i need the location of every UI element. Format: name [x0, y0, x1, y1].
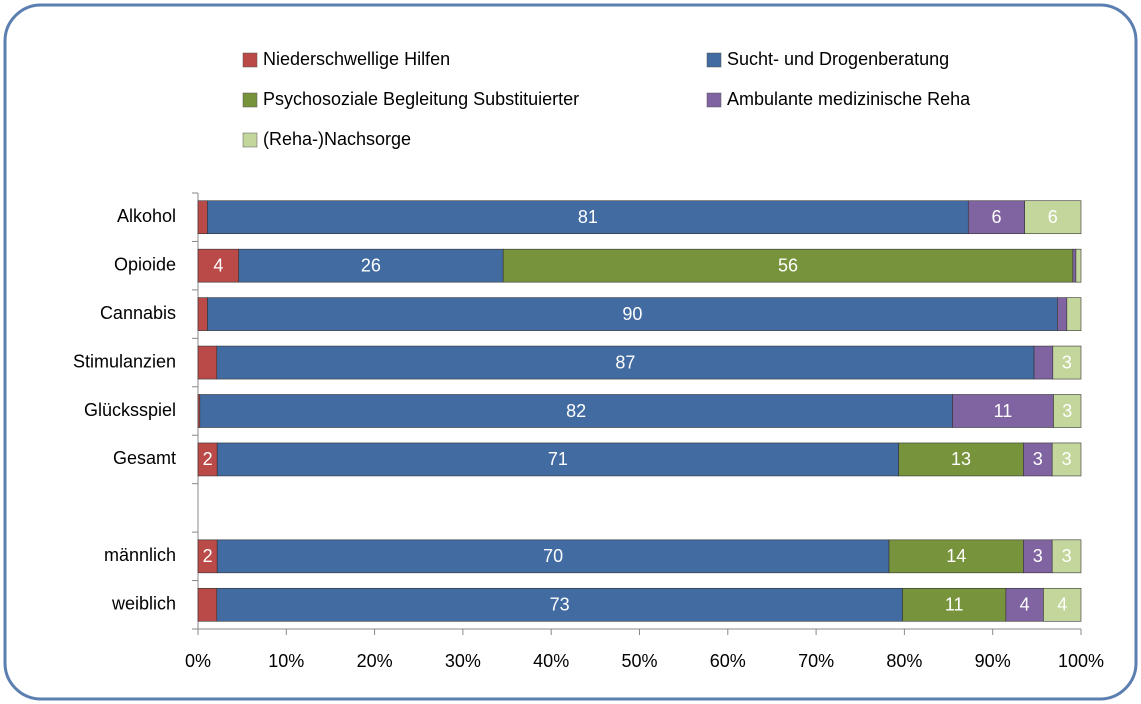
legend-label: Ambulante medizinische Reha: [727, 89, 971, 109]
legend-swatch: [242, 52, 258, 68]
x-tick-label: 40%: [533, 651, 569, 671]
category-label: Alkohol: [117, 206, 176, 226]
legend-swatch: [242, 132, 258, 148]
category-label: weiblich: [111, 594, 176, 614]
bar-segment: [207, 297, 1058, 331]
legend-swatch: [706, 52, 722, 68]
x-tick-label: 30%: [445, 651, 481, 671]
bar-segment: [1057, 297, 1068, 331]
data-label: 3: [1062, 352, 1072, 372]
bar-segment: [216, 539, 890, 574]
data-label: 11: [945, 595, 964, 615]
category-label: Cannabis: [100, 303, 176, 323]
legend-label: Niederschwellige Hilfen: [263, 49, 450, 69]
bar-segment: [197, 587, 218, 622]
bar-segment: [1066, 297, 1082, 331]
data-label: 2: [203, 546, 213, 566]
bar-segment: [902, 587, 1007, 622]
data-label: 81: [578, 207, 598, 227]
bar-segment: [1053, 394, 1082, 428]
data-label: 87: [615, 352, 635, 372]
data-label: 6: [1048, 207, 1058, 227]
data-label: 14: [946, 546, 966, 566]
bar-segment: [216, 345, 1035, 380]
data-label: 3: [1033, 449, 1043, 469]
bar-segment: [967, 200, 1025, 235]
data-label: 3: [1062, 449, 1072, 469]
bar-segment: [1075, 248, 1082, 283]
bar-segment: [197, 248, 239, 283]
category-label: Stimulanzien: [73, 351, 176, 371]
data-label: 6: [991, 207, 1001, 227]
bar-segment: [197, 200, 208, 235]
bar-segment: [1051, 442, 1082, 477]
data-label: 82: [566, 401, 586, 421]
x-tick-label: 80%: [886, 651, 922, 671]
data-label: 4: [1020, 595, 1030, 615]
bar-segment: [216, 442, 899, 477]
x-tick-label: 10%: [268, 651, 304, 671]
data-label: 70: [543, 546, 563, 566]
data-label: 4: [1057, 595, 1067, 615]
category-label: Opioide: [114, 254, 176, 274]
x-tick-label: 90%: [975, 651, 1011, 671]
x-tick-label: 60%: [710, 651, 746, 671]
bar-segment: [502, 248, 1074, 283]
bar-segment: [216, 587, 903, 622]
x-tick-label: 50%: [621, 651, 657, 671]
x-tick-label: 20%: [357, 651, 393, 671]
x-tick-label: 0%: [185, 651, 211, 671]
bar-segment: [207, 200, 969, 235]
category-label: männlich: [104, 545, 176, 565]
bar-segment: [1024, 200, 1082, 235]
bar-segment: [1072, 248, 1077, 283]
data-label: 2: [203, 449, 213, 469]
data-label: 90: [622, 304, 642, 324]
bar-segment: [1033, 345, 1054, 380]
data-label: 3: [1062, 401, 1072, 421]
bar-segment: [1023, 539, 1053, 574]
data-label: 56: [778, 255, 798, 275]
legend-label: Sucht- und Drogenberatung: [727, 49, 949, 69]
data-label: 73: [550, 595, 570, 615]
data-label: 3: [1062, 546, 1072, 566]
x-tick-label: 100%: [1058, 651, 1104, 671]
legend-swatch: [242, 92, 258, 108]
bar-segment: [1051, 539, 1082, 574]
data-label: 3: [1033, 546, 1043, 566]
bar-segment: [197, 345, 218, 380]
bar-segment: [888, 539, 1024, 574]
data-label: 26: [361, 255, 381, 275]
category-label: Gesamt: [113, 448, 176, 468]
bar-segment: [1052, 345, 1082, 380]
bar-segment: [1043, 587, 1082, 622]
x-tick-label: 70%: [798, 651, 834, 671]
category-label: Glücksspiel: [84, 400, 176, 420]
legend-label: Psychosoziale Begleitung Substituierter: [263, 89, 579, 109]
legend-label: (Reha-)Nachsorge: [263, 129, 411, 149]
data-label: 11: [994, 401, 1013, 421]
bar-segment: [898, 442, 1024, 477]
legend-swatch: [706, 92, 722, 108]
bar-segment: [197, 297, 208, 331]
data-label: 4: [213, 255, 223, 275]
data-label: 13: [951, 449, 971, 469]
data-label: 71: [548, 449, 568, 469]
